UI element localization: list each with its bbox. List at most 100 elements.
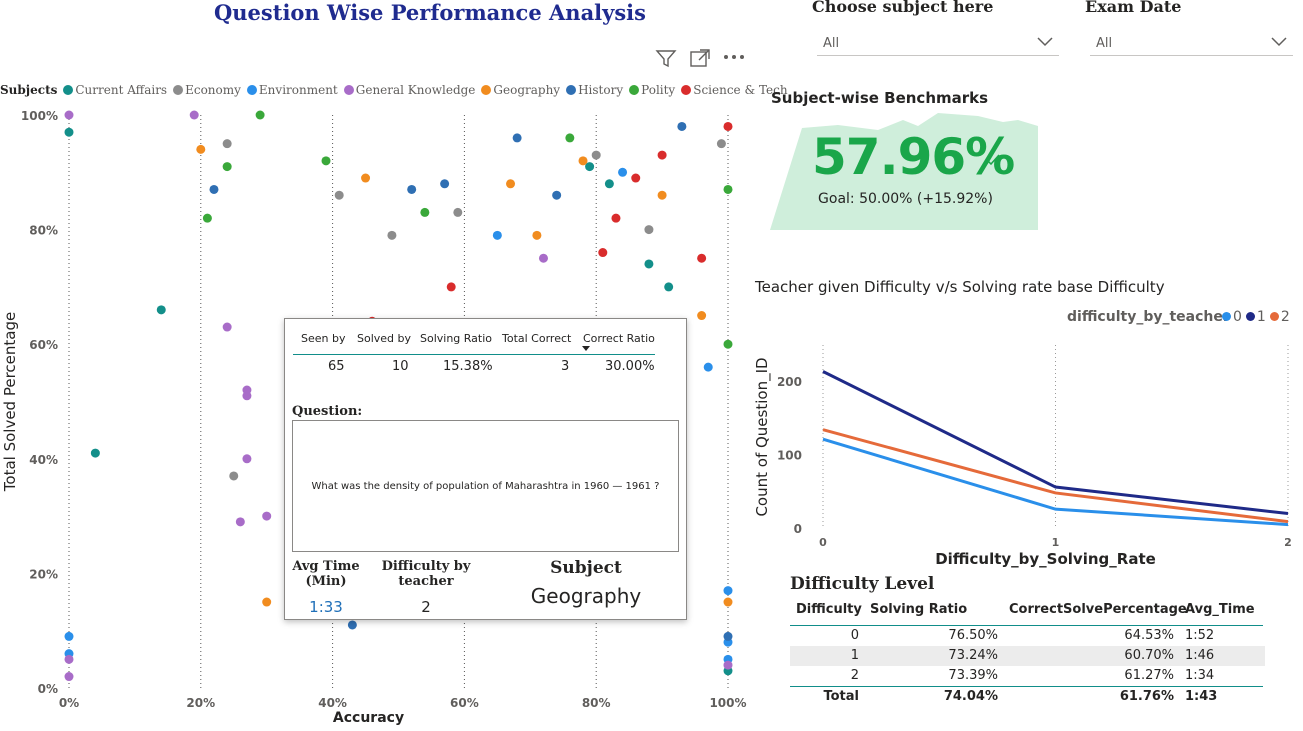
scatter-point[interactable] xyxy=(64,127,74,137)
legend-item[interactable]: Current Affairs xyxy=(63,83,167,97)
filter-icon[interactable] xyxy=(655,48,677,68)
scatter-point[interactable] xyxy=(716,139,726,149)
kpi-trend-area xyxy=(770,113,1038,230)
scatter-point[interactable] xyxy=(585,162,595,172)
scatter-point[interactable] xyxy=(361,173,371,183)
scatter-point[interactable] xyxy=(723,184,733,194)
scatter-point[interactable] xyxy=(262,511,272,521)
scatter-point[interactable] xyxy=(723,586,733,596)
scatter-point[interactable] xyxy=(64,631,74,641)
scatter-point[interactable] xyxy=(697,311,707,321)
legend-item[interactable]: Geography xyxy=(481,83,560,97)
scatter-point[interactable] xyxy=(512,133,522,143)
scatter-point[interactable] xyxy=(453,207,463,217)
sort-arrow-icon xyxy=(582,346,590,351)
scatter-point[interactable] xyxy=(440,179,450,189)
scatter-point[interactable] xyxy=(492,230,502,240)
scatter-point[interactable] xyxy=(723,597,733,607)
scatter-point[interactable] xyxy=(631,173,641,183)
scatter-point[interactable] xyxy=(255,110,265,120)
legend-item[interactable]: Science & Tech xyxy=(681,83,788,97)
line-chart[interactable]: 0 1 2 0 100 200 Difficulty_by_Solving_Rate Coun… xyxy=(750,330,1303,575)
legend-label: General Knowledge xyxy=(355,83,476,97)
line-legend-item[interactable]: 1 xyxy=(1245,309,1266,325)
scatter-point[interactable] xyxy=(598,248,608,258)
scatter-point[interactable] xyxy=(189,110,199,120)
scatter-point[interactable] xyxy=(222,322,232,332)
scatter-point[interactable] xyxy=(657,150,667,160)
tooltip-total-correct-value: 3 xyxy=(561,359,570,374)
line-legend-item[interactable]: 0 xyxy=(1222,309,1242,325)
line-legend-title: difficulty_by_teacher xyxy=(1067,309,1230,325)
scatter-point[interactable] xyxy=(229,471,239,481)
scatter-point[interactable] xyxy=(677,121,687,131)
scatter-point[interactable] xyxy=(565,133,575,143)
scatter-point[interactable] xyxy=(703,362,713,372)
scatter-point[interactable] xyxy=(222,162,232,172)
column-header-solving-ratio[interactable]: Solving Ratio xyxy=(870,602,968,617)
scatter-point[interactable] xyxy=(618,167,628,177)
line-series[interactable] xyxy=(822,428,1289,524)
scatter-point[interactable] xyxy=(202,213,212,223)
scatter-point[interactable] xyxy=(697,253,707,263)
scatter-point[interactable] xyxy=(242,454,252,464)
legend-item[interactable]: General Knowledge xyxy=(343,83,476,97)
scatter-point[interactable] xyxy=(723,631,733,641)
scatter-point[interactable] xyxy=(506,179,516,189)
line-legend-dot xyxy=(1222,312,1231,321)
scatter-point[interactable] xyxy=(347,620,357,630)
line-series[interactable] xyxy=(822,370,1289,516)
scatter-point[interactable] xyxy=(644,259,654,269)
scatter-point[interactable] xyxy=(664,282,674,292)
scatter-point[interactable] xyxy=(321,156,331,166)
more-options-icon[interactable] xyxy=(722,52,746,62)
scatter-point[interactable] xyxy=(420,207,430,217)
line-series[interactable] xyxy=(822,437,1289,527)
scatter-point[interactable] xyxy=(64,110,74,120)
table-cell: 73.39% xyxy=(948,668,998,683)
focus-mode-icon[interactable] xyxy=(689,48,711,68)
scatter-point[interactable] xyxy=(235,517,245,527)
legend-item[interactable]: History xyxy=(566,83,623,97)
x-tick-label: 100% xyxy=(709,696,746,710)
scatter-point[interactable] xyxy=(156,305,166,315)
scatter-point[interactable] xyxy=(334,190,344,200)
scatter-point[interactable] xyxy=(64,672,74,682)
column-header-avg-time[interactable]: Avg_Time xyxy=(1185,602,1255,617)
column-header-correct-solve[interactable]: CorrectSolvePercentage xyxy=(1009,602,1187,617)
tooltip-subject-value: Geography xyxy=(530,584,642,608)
line-legend-item[interactable]: 2 xyxy=(1269,309,1290,325)
scatter-point[interactable] xyxy=(723,660,733,670)
legend-item[interactable]: Economy xyxy=(173,83,241,97)
scatter-point[interactable] xyxy=(532,230,542,240)
legend-label: Geography xyxy=(493,83,561,97)
scatter-point[interactable] xyxy=(242,391,252,401)
scatter-point[interactable] xyxy=(262,597,272,607)
table-cell: 1:52 xyxy=(1185,628,1215,643)
scatter-point[interactable] xyxy=(604,179,614,189)
scatter-point[interactable] xyxy=(552,190,562,200)
legend-item[interactable]: Polity xyxy=(629,83,675,97)
scatter-point[interactable] xyxy=(64,654,74,664)
scatter-point[interactable] xyxy=(387,230,397,240)
scatter-point[interactable] xyxy=(611,213,621,223)
x-tick-label: 0 xyxy=(819,536,827,549)
scatter-point[interactable] xyxy=(90,448,100,458)
scatter-point[interactable] xyxy=(538,253,548,263)
column-header-difficulty[interactable]: Difficulty xyxy=(796,602,862,617)
scatter-point[interactable] xyxy=(196,144,206,154)
scatter-point[interactable] xyxy=(723,121,733,131)
scatter-point[interactable] xyxy=(578,156,588,166)
scatter-point[interactable] xyxy=(591,150,601,160)
exam-date-slicer-dropdown[interactable]: All xyxy=(1090,29,1293,56)
scatter-point[interactable] xyxy=(723,339,733,349)
subject-slicer-dropdown[interactable]: All xyxy=(817,29,1059,56)
scatter-point[interactable] xyxy=(209,184,219,194)
scatter-point[interactable] xyxy=(407,184,417,194)
legend-item[interactable]: Environment xyxy=(246,83,338,97)
scatter-point[interactable] xyxy=(222,139,232,149)
scatter-point[interactable] xyxy=(657,190,667,200)
scatter-point[interactable] xyxy=(644,225,654,235)
legend-label: Economy xyxy=(185,83,241,97)
scatter-point[interactable] xyxy=(446,282,456,292)
